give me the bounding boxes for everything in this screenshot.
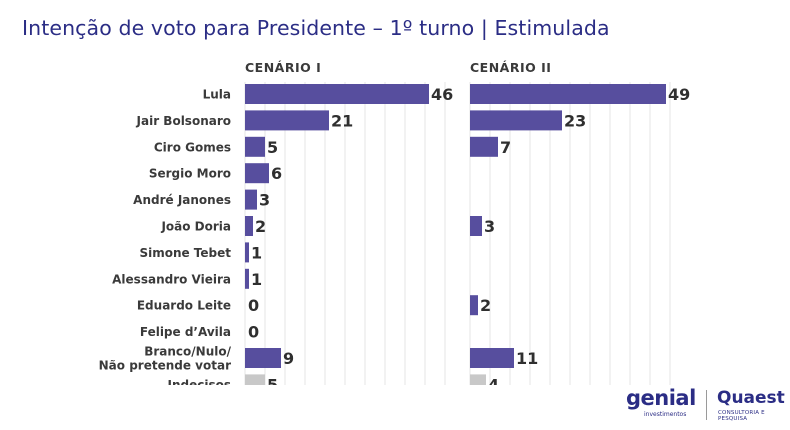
- value-label: 2: [255, 217, 266, 236]
- bar: [470, 136, 498, 157]
- scenario-header: CENÁRIO II: [470, 60, 551, 75]
- category-label: Lula: [203, 88, 231, 102]
- bars: [245, 84, 666, 385]
- bar: [470, 84, 666, 104]
- genial-logo-subtitle: investimentos: [644, 411, 687, 418]
- value-label: 49: [668, 85, 690, 104]
- bar: [470, 295, 478, 316]
- value-label: 4: [488, 375, 499, 385]
- value-label: 11: [516, 349, 538, 368]
- category-label: Alessandro Vieira: [112, 272, 231, 286]
- scenario-header: CENÁRIO I: [245, 60, 321, 75]
- category-labels: Lula Jair Bolsonaro Ciro Gomes Sergio Moro A…: [99, 88, 232, 386]
- value-label: 46: [431, 85, 453, 104]
- value-label: 6: [271, 164, 282, 183]
- gridlines: [244, 82, 671, 385]
- category-label: Felipe d’Avila: [140, 325, 231, 339]
- category-label: Indecisos: [168, 378, 232, 385]
- bar: [470, 110, 562, 131]
- value-label: 1: [251, 243, 262, 262]
- value-label: 7: [500, 138, 511, 157]
- value-label: 21: [331, 111, 353, 130]
- category-label: Branco/Nulo/Não pretende votar: [99, 345, 232, 373]
- chart-title: Intenção de voto para Presidente – 1º tu…: [22, 16, 610, 40]
- genial-logo: genial: [626, 386, 696, 410]
- quaest-logo-subtitle: CONSULTORIA E PESQUISA: [718, 410, 765, 422]
- category-label: Eduardo Leite: [137, 299, 231, 313]
- bar: [245, 110, 329, 131]
- category-label: Simone Tebet: [139, 246, 231, 260]
- bar: [470, 216, 482, 236]
- bar: [245, 84, 429, 104]
- value-label: 1: [251, 270, 262, 289]
- bar: [245, 163, 269, 184]
- quaest-logo: Quaest: [717, 388, 785, 408]
- bar: [245, 136, 265, 157]
- category-label: Ciro Gomes: [154, 140, 231, 154]
- bar: [470, 348, 514, 368]
- bar-chart: Lula Jair Bolsonaro Ciro Gomes Sergio Moro A…: [99, 60, 690, 386]
- bar: [245, 216, 253, 236]
- value-label: 5: [267, 375, 278, 385]
- scenario-headers: CENÁRIO I CENÁRIO II: [245, 60, 551, 75]
- category-label: André Janones: [133, 193, 231, 207]
- bar: [245, 242, 249, 263]
- bar: [245, 348, 281, 368]
- value-label: 3: [259, 191, 270, 210]
- category-label: João Doria: [160, 220, 231, 234]
- value-label: 0: [248, 323, 259, 342]
- bar: [245, 189, 257, 210]
- value-label: 2: [480, 296, 491, 315]
- bar: [245, 268, 249, 289]
- value-label: 3: [484, 217, 495, 236]
- logos: genial investimentos Quaest CONSULTORIA …: [622, 386, 785, 426]
- value-label: 23: [564, 111, 586, 130]
- logo-divider: [706, 390, 707, 420]
- category-label: Jair Bolsonaro: [136, 114, 231, 128]
- value-label: 9: [283, 349, 294, 368]
- bar: [245, 374, 265, 385]
- bar: [470, 374, 486, 385]
- value-label: 0: [248, 296, 259, 315]
- category-label: Sergio Moro: [149, 167, 231, 181]
- value-label: 5: [267, 138, 278, 157]
